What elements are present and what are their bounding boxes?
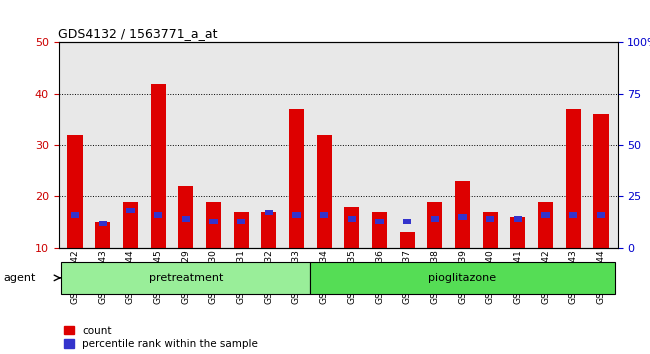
Bar <box>458 215 467 219</box>
Bar <box>261 212 276 248</box>
Bar <box>427 202 443 248</box>
Text: GDS4132 / 1563771_a_at: GDS4132 / 1563771_a_at <box>58 27 218 40</box>
Bar <box>538 202 553 248</box>
Bar <box>233 212 249 248</box>
Bar <box>510 217 525 248</box>
Bar <box>541 212 550 217</box>
Bar <box>68 135 83 248</box>
Bar <box>486 217 495 222</box>
Bar <box>431 217 439 222</box>
Bar <box>400 232 415 248</box>
Bar <box>455 181 470 248</box>
Text: pioglitazone: pioglitazone <box>428 273 497 283</box>
Bar <box>181 217 190 222</box>
Bar <box>403 218 411 224</box>
Bar <box>99 221 107 226</box>
Bar <box>123 202 138 248</box>
Bar <box>126 208 135 213</box>
Bar <box>344 207 359 248</box>
Text: agent: agent <box>3 273 36 283</box>
Bar <box>289 109 304 248</box>
Bar <box>95 222 110 248</box>
Bar <box>61 262 310 294</box>
Text: pretreatment: pretreatment <box>149 273 223 283</box>
Bar <box>237 218 245 224</box>
Bar <box>154 212 162 217</box>
Bar <box>566 109 581 248</box>
Bar <box>292 212 301 217</box>
Bar <box>569 212 577 217</box>
Bar <box>310 262 615 294</box>
Bar <box>597 212 605 217</box>
Bar <box>265 210 273 216</box>
Bar <box>317 135 332 248</box>
Bar <box>71 212 79 217</box>
Bar <box>151 84 166 248</box>
Bar <box>372 212 387 248</box>
Bar <box>209 218 218 224</box>
Bar <box>375 218 383 224</box>
Bar <box>348 217 356 222</box>
Legend: count, percentile rank within the sample: count, percentile rank within the sample <box>64 326 258 349</box>
Bar <box>514 217 522 222</box>
Bar <box>178 186 194 248</box>
Bar <box>320 212 328 217</box>
Bar <box>593 114 608 248</box>
Bar <box>206 202 221 248</box>
Bar <box>482 212 498 248</box>
